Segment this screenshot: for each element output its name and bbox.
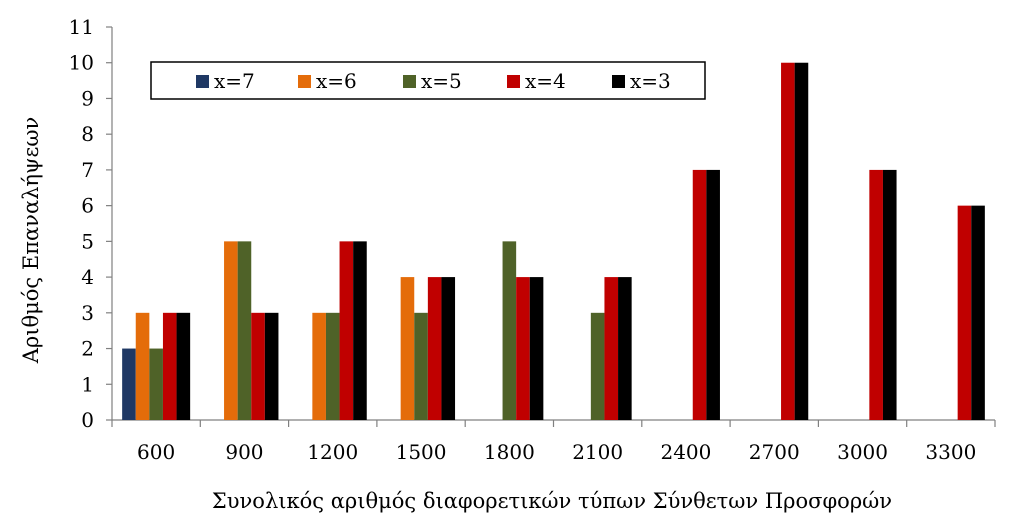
legend-swatch [196,75,209,88]
bar [414,312,428,420]
bar [957,205,972,420]
x-tick-label: 2400 [660,440,711,464]
y-axis-title: Αριθμός Επαναλήψεων [19,117,43,365]
bar [794,62,809,420]
bar [590,312,605,420]
x-tick-label: 2100 [572,440,623,464]
y-tick-label: 7 [81,158,94,182]
y-tick-label: 11 [69,15,94,39]
bars [122,62,985,420]
y-tick-label: 6 [81,194,94,218]
x-tick-label: 1500 [396,440,447,464]
tick-labels: 0 1 2 3 4 5 6 7 8 9 10 11 600 900 1200 1500 1800 2100 2400… [69,15,977,464]
bar [122,348,136,420]
x-tick-label: 2700 [749,440,800,464]
bar [312,312,326,420]
y-tick-label: 3 [81,301,94,325]
bar [971,205,985,420]
y-tick-label: 1 [81,372,94,396]
bar [325,312,340,420]
x-tick-label: 1200 [307,440,358,464]
y-tick-label: 4 [81,265,94,289]
bar [618,277,632,420]
legend-label: x=5 [421,69,462,93]
bar [149,348,163,420]
legend-swatch [507,75,520,88]
bar [400,277,415,420]
legend-label: x=3 [630,69,671,93]
bar [706,169,720,420]
x-axis-title: Συνολικός αριθμός διαφορετικών τύπων Σύν… [212,489,892,513]
bar [251,312,265,420]
x-tick-label: 900 [225,440,263,464]
legend-swatch [403,75,416,88]
bar [135,312,150,420]
x-tick-label: 3300 [925,440,976,464]
x-tick-label: 3000 [837,440,888,464]
bar [529,277,544,420]
bar [162,312,177,420]
y-tick-label: 9 [81,86,94,110]
y-tick-label: 2 [81,337,94,361]
bar [781,62,795,420]
legend-swatch [298,75,311,88]
x-tick-label: 1800 [484,440,535,464]
bar [176,312,191,420]
bar [237,241,252,420]
legend-swatch [612,75,625,88]
bar [224,241,238,420]
y-tick-label: 10 [69,51,94,75]
y-tick-label: 5 [81,229,94,253]
legend-label: x=6 [316,69,357,93]
bar [427,277,442,420]
legend-label: x=7 [214,69,255,93]
bar [692,169,707,420]
bar [441,277,456,420]
y-tick-label: 0 [81,408,94,432]
bar [882,169,897,420]
x-tick-label: 600 [137,440,175,464]
bar [264,312,279,420]
bar [502,241,517,420]
bar [604,277,619,420]
bar [516,277,530,420]
bar [353,241,367,420]
bar [339,241,354,420]
y-tick-label: 8 [81,122,94,146]
legend: x=7 x=6 x=5 x=4 x=3 [150,61,706,100]
legend-label: x=4 [525,69,566,93]
bar [869,169,883,420]
